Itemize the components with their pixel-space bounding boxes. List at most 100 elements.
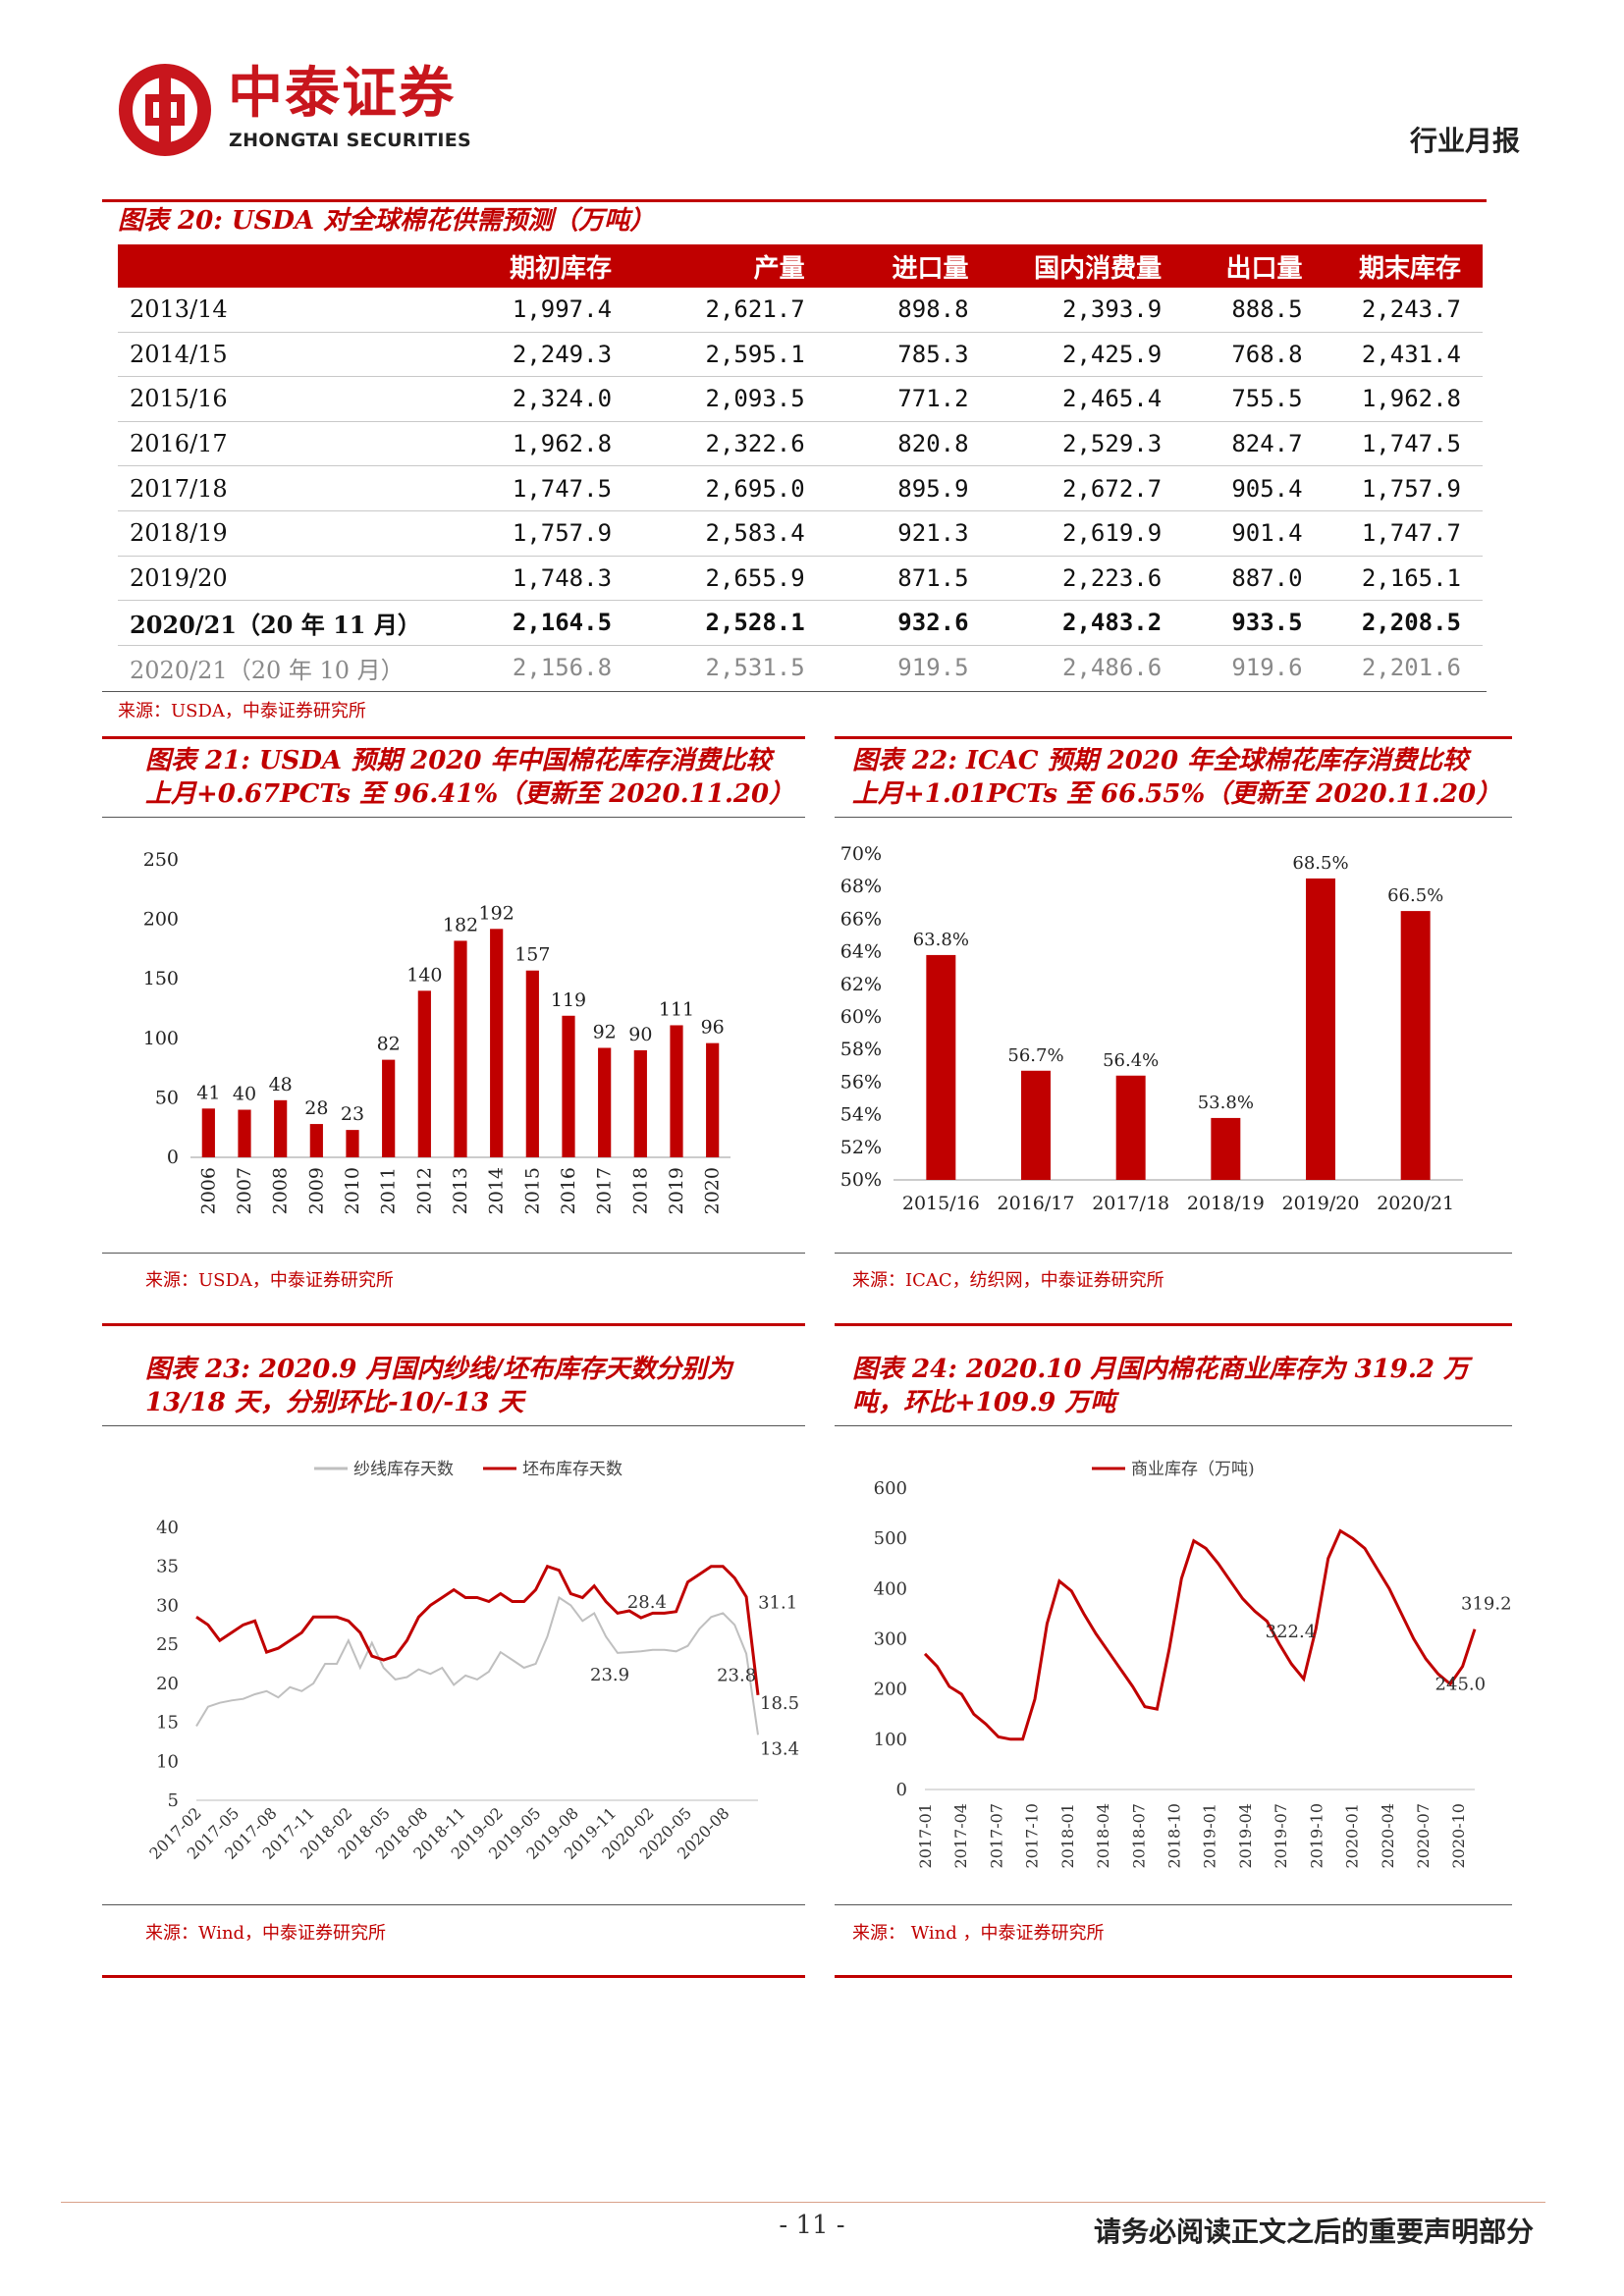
value-cell: 2,621.7: [633, 288, 827, 333]
y-tick-label: 250: [143, 849, 179, 871]
row-label-cell: 2018/19: [118, 510, 421, 557]
table-header-cell: 产量: [633, 244, 827, 288]
x-tick-label: 2007: [234, 1167, 255, 1214]
bar-value-label: 23: [341, 1103, 364, 1125]
value-cell: 887.0: [1183, 556, 1325, 602]
value-cell: 2,425.9: [990, 332, 1184, 378]
fig20-title: 图表 20: USDA 对全球棉花供需预测（万吨）: [118, 206, 656, 236]
data-annotation: 322.4: [1266, 1622, 1317, 1642]
bar-value-label: 111: [659, 998, 694, 1020]
bar-value-label: 96: [701, 1017, 725, 1039]
value-cell: 771.2: [826, 376, 991, 422]
value-cell: 888.5: [1183, 288, 1325, 333]
row-label-cell: 2019/20: [118, 556, 421, 602]
table-header-cell: 期初库存: [420, 244, 634, 288]
value-cell: 933.5: [1183, 600, 1325, 646]
value-cell: 1,962.8: [420, 421, 634, 467]
x-tick-label: 2013: [450, 1167, 471, 1214]
bar-value-label: 192: [479, 902, 514, 924]
bar: [201, 1108, 215, 1157]
row-label-cell: 2015/16: [118, 376, 421, 422]
footer-rule: [61, 2202, 1545, 2203]
x-tick-label: 2012: [413, 1167, 435, 1214]
bar: [1115, 1075, 1146, 1180]
value-cell: 2,164.5: [420, 600, 634, 646]
y-tick-label: 100: [874, 1730, 907, 1750]
x-tick-label: 2020: [702, 1167, 724, 1214]
fig24-end-rule: [835, 1975, 1512, 1978]
bar-value-label: 68.5%: [1292, 853, 1348, 874]
data-annotation: 319.2: [1461, 1594, 1512, 1615]
value-cell: 2,249.3: [420, 332, 634, 378]
value-cell: 2,483.2: [990, 600, 1184, 646]
value-cell: 2,393.9: [990, 288, 1184, 333]
x-tick-label: 2017/18: [1092, 1193, 1169, 1214]
table-row: 2016/17 1,962.8 2,322.6 820.8 2,529.3 824.7 1,…: [118, 421, 1483, 467]
x-tick-label: 2018-04: [1094, 1803, 1112, 1868]
bar: [490, 929, 504, 1157]
x-tick-label: 2016: [558, 1167, 579, 1214]
table-row: 2020/21（20 年 11 月） 2,164.5 2,528.1 932.6 2,4…: [118, 600, 1483, 646]
bar: [1211, 1117, 1241, 1180]
table-header-cell: [118, 244, 421, 288]
y-tick-label: 150: [143, 968, 179, 989]
x-tick-label: 2019/20: [1282, 1193, 1360, 1214]
logo-text-cn: 中泰证券: [228, 62, 456, 126]
value-cell: 1,757.9: [420, 510, 634, 557]
data-annotation: 13.4: [760, 1738, 799, 1759]
fig21-bar-chart: 0 50 100 150 200 250 41 2006 40 2007 48 2008 28 2009 2…: [143, 849, 731, 1214]
y-tick-label: 600: [874, 1478, 907, 1499]
page-number: - 11 -: [779, 2211, 845, 2240]
value-cell: 2,431.4: [1324, 332, 1483, 378]
y-tick-label: 25: [156, 1634, 179, 1655]
x-tick-label: 2020-10: [1449, 1803, 1468, 1868]
fig24-title-rule: [835, 1425, 1512, 1426]
legend-label: 纱线库存天数: [353, 1460, 454, 1479]
fig20-bottom-rule: [102, 691, 1487, 692]
table-row: 2014/15 2,249.3 2,595.1 785.3 2,425.9 768.8 2,…: [118, 332, 1483, 378]
x-tick-label: 2020-07: [1414, 1803, 1433, 1868]
value-cell: 755.5: [1183, 376, 1325, 422]
bar-value-label: 56.4%: [1103, 1050, 1159, 1071]
bar: [454, 940, 467, 1157]
row-label-cell: 2013/14: [118, 288, 421, 333]
y-tick-label: 200: [143, 909, 179, 931]
x-tick-label: 2010: [342, 1167, 363, 1214]
company-logo-icon: [119, 64, 211, 156]
bar-value-label: 28: [304, 1097, 328, 1119]
value-cell: 2,583.4: [633, 510, 827, 557]
bar: [706, 1042, 720, 1157]
value-cell: 2,322.6: [633, 421, 827, 467]
value-cell: 2,595.1: [633, 332, 827, 378]
fig22-top-rule: [835, 736, 1512, 739]
row-label-cell: 2020/21（20 年 11 月）: [118, 600, 421, 646]
table-row: 2017/18 1,747.5 2,695.0 895.9 2,672.7 905.4 1,…: [118, 465, 1483, 511]
bar: [309, 1124, 323, 1157]
bar: [598, 1047, 612, 1157]
x-tick-label: 2018-07: [1129, 1803, 1148, 1868]
fig21-end-rule: [102, 1323, 805, 1326]
y-tick-label: 52%: [840, 1137, 882, 1158]
fig24-source: 来源： Wind ，中泰证券研究所: [852, 1923, 1105, 1944]
value-cell: 1,748.3: [420, 556, 634, 602]
x-tick-label: 2019: [666, 1167, 687, 1214]
bar-value-label: 53.8%: [1198, 1093, 1254, 1113]
fig21-source: 来源：USDA，中泰证券研究所: [145, 1270, 394, 1291]
bar-value-label: 48: [269, 1074, 293, 1095]
value-cell: 1,747.7: [1324, 510, 1483, 557]
value-cell: 2,486.6: [1062, 654, 1163, 682]
bar: [382, 1059, 396, 1157]
y-tick-label: 68%: [840, 876, 882, 897]
y-tick-label: 35: [156, 1557, 179, 1577]
bar-value-label: 157: [514, 944, 550, 966]
bar: [417, 990, 431, 1157]
table-row: 2015/16 2,324.0 2,093.5 771.2 2,465.4 755.5 1,…: [118, 376, 1483, 422]
fig24-title-line2: 吨，环比+109.9 万吨: [852, 1388, 1116, 1417]
data-annotation: 31.1: [758, 1593, 797, 1614]
table-row: 2020/21（20 年 10 月） 2,156.8 2,531.5 919.5 2,4…: [118, 645, 1483, 689]
value-cell: 2,201.6: [1361, 654, 1461, 682]
x-tick-label: 2008: [270, 1167, 292, 1214]
y-tick-label: 66%: [840, 908, 882, 930]
table-row: 2019/20 1,748.3 2,655.9 871.5 2,223.6 887.0 2,…: [118, 556, 1483, 602]
fig24-bottom-rule: [835, 1904, 1512, 1905]
